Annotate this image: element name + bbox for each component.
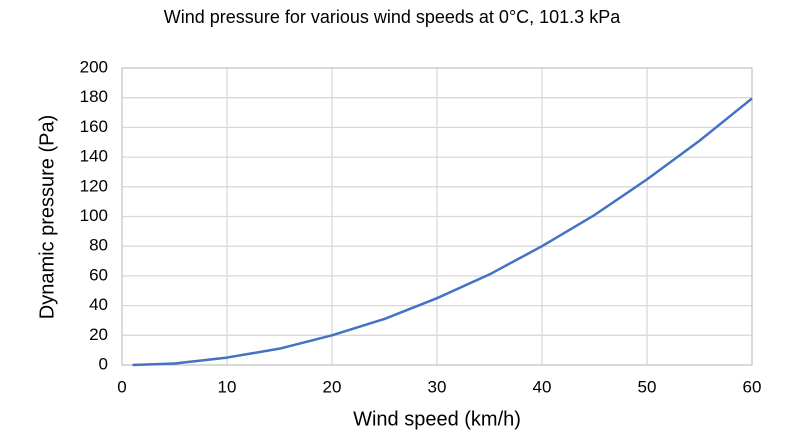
y-tick-label: 120	[80, 176, 108, 195]
y-tick-label: 80	[89, 236, 108, 255]
x-axis-label: Wind speed (km/h)	[353, 408, 521, 430]
x-tick-label: 10	[218, 377, 237, 396]
x-tick-label: 40	[533, 377, 552, 396]
y-tick-label: 20	[89, 325, 108, 344]
x-tick-label: 0	[117, 377, 126, 396]
y-tick-label: 140	[80, 147, 108, 166]
x-tick-label: 60	[743, 377, 762, 396]
y-tick-label: 180	[80, 87, 108, 106]
y-tick-label: 200	[80, 57, 108, 76]
y-tick-label: 100	[80, 206, 108, 225]
y-tick-label: 60	[89, 265, 108, 284]
x-tick-label: 20	[323, 377, 342, 396]
plot-border	[121, 67, 753, 366]
y-tick-label: 160	[80, 117, 108, 136]
y-tick-label: 0	[99, 354, 108, 373]
chart-title: Wind pressure for various wind speeds at…	[164, 7, 621, 27]
y-tick-label: 40	[89, 295, 108, 314]
data-line	[132, 97, 753, 367]
x-tick-label: 30	[428, 377, 447, 396]
x-tick-label: 50	[638, 377, 657, 396]
y-axis-label: Dynamic pressure (Pa)	[36, 115, 58, 320]
